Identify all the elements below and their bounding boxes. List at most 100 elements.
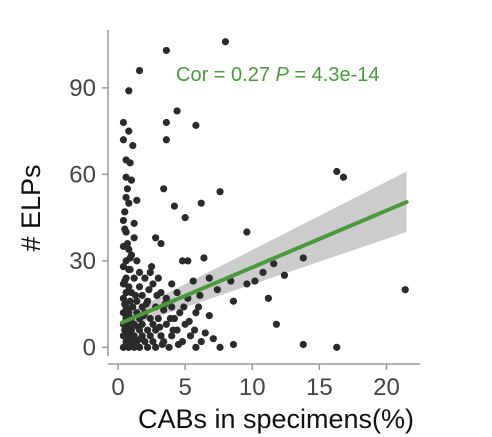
data-point (197, 337, 205, 346)
data-point (192, 121, 200, 129)
x-tick-label: 5 (178, 374, 191, 401)
x-tick-label: 20 (373, 374, 400, 401)
data-point (119, 216, 128, 225)
x-tick-label: 15 (306, 374, 333, 401)
data-point (264, 294, 272, 302)
data-point (146, 268, 154, 276)
data-point (146, 314, 154, 323)
confidence-band (122, 171, 407, 329)
data-point (119, 118, 128, 127)
data-point (123, 306, 132, 314)
data-point (121, 208, 129, 216)
points-layer (119, 38, 409, 351)
data-point (166, 314, 174, 323)
data-point (141, 274, 149, 282)
data-point (152, 234, 160, 242)
data-point (173, 107, 181, 115)
y-tick-label: 0 (83, 334, 96, 361)
data-point (162, 320, 170, 328)
data-point (119, 294, 128, 302)
data-point (333, 167, 341, 176)
data-point (162, 46, 170, 55)
data-point (229, 340, 238, 349)
data-point (135, 283, 144, 291)
data-point (119, 332, 128, 340)
data-point (192, 343, 200, 351)
data-point (127, 176, 136, 184)
data-point (213, 286, 221, 294)
data-point (154, 314, 162, 323)
data-point (119, 343, 128, 351)
data-point (133, 297, 141, 305)
y-tick-label: 30 (69, 248, 96, 275)
data-point (122, 193, 130, 202)
data-point (121, 277, 129, 285)
data-point (121, 225, 129, 233)
data-point (280, 271, 289, 279)
data-point (180, 303, 188, 311)
data-point (129, 141, 137, 150)
data-point (205, 274, 213, 282)
data-point (149, 320, 157, 328)
data-point (205, 312, 213, 320)
data-point (154, 274, 162, 282)
data-point (125, 199, 133, 207)
data-point (156, 323, 164, 331)
data-point (200, 254, 208, 262)
regression-line (120, 200, 409, 325)
data-point (127, 326, 136, 334)
data-point (146, 332, 154, 340)
data-point (216, 188, 224, 196)
data-point (148, 263, 156, 271)
data-point (121, 300, 129, 308)
data-point (259, 268, 267, 276)
data-point (243, 280, 251, 288)
data-point (209, 335, 217, 343)
correlation-annotation: Cor = 0.27 P = 4.3e-14 (176, 64, 380, 86)
data-point (184, 257, 192, 265)
data-point (122, 173, 130, 181)
data-point (174, 340, 183, 349)
data-point (126, 297, 134, 305)
data-point (160, 306, 168, 314)
data-point (121, 326, 129, 334)
x-tick-label: 10 (239, 374, 266, 401)
data-point (145, 286, 153, 294)
data-point (178, 257, 187, 265)
y-tick-label: 90 (69, 75, 96, 102)
p-label: P (276, 64, 290, 86)
data-point (125, 127, 133, 135)
data-point (122, 288, 130, 297)
y-axis-ticks: 0 30 60 90 (69, 75, 108, 361)
data-point (137, 335, 145, 343)
data-point (133, 196, 141, 204)
data-point (158, 340, 166, 349)
data-point (181, 214, 189, 222)
data-point (125, 283, 133, 291)
data-point (126, 254, 134, 262)
data-point (157, 332, 165, 340)
data-point (401, 286, 409, 294)
data-point (123, 239, 132, 248)
p-value-text: = 4.3e-14 (294, 64, 379, 86)
data-point (152, 343, 160, 351)
data-point (185, 317, 193, 326)
x-tick-label: 0 (111, 374, 124, 401)
data-point (173, 288, 181, 297)
data-point (299, 340, 307, 349)
data-point (339, 173, 348, 181)
data-point (130, 274, 138, 282)
data-point (126, 159, 134, 167)
data-point (135, 343, 144, 351)
data-point (168, 332, 176, 340)
data-point (142, 300, 150, 308)
data-point (192, 309, 200, 317)
data-point (160, 185, 168, 193)
data-point (165, 343, 173, 351)
data-point (162, 294, 170, 302)
data-point (229, 297, 238, 305)
data-point (168, 303, 176, 311)
data-point (170, 202, 179, 210)
data-point (272, 320, 281, 328)
